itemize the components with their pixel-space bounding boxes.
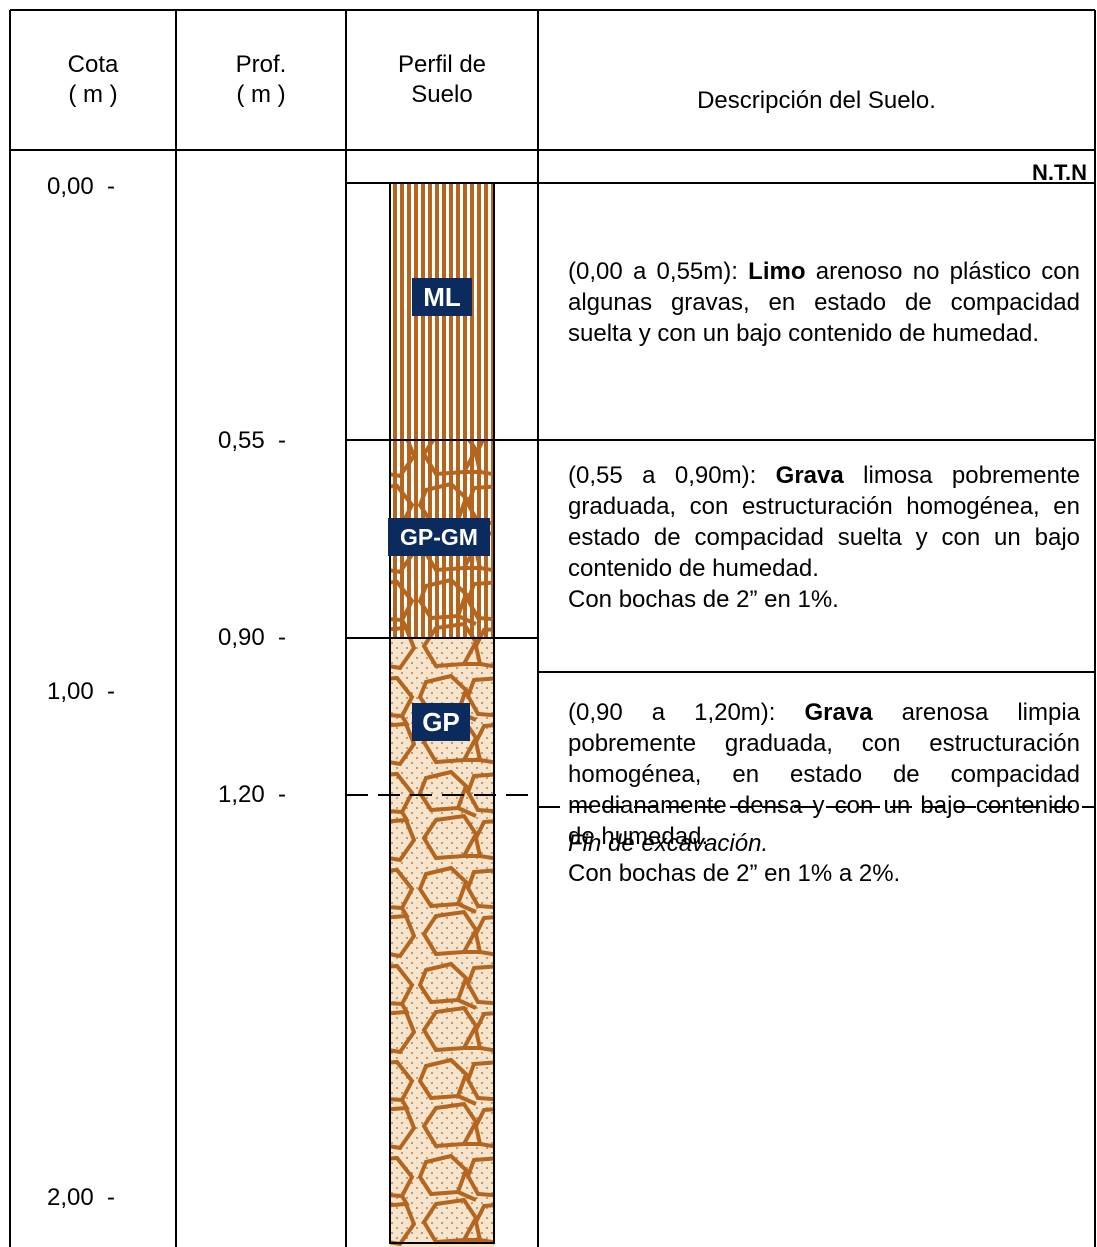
surface-label: N.T.N <box>1032 160 1087 185</box>
layer-symbol: ML <box>412 278 472 316</box>
header-text: ( m ) <box>68 81 118 108</box>
end-note: Fin de excavación. <box>568 830 769 857</box>
header-text: Prof. <box>235 51 287 78</box>
desc-soil: Limo <box>748 258 806 285</box>
layer-symbol: GP-GM <box>388 518 490 556</box>
desc-text: arenoso no plástico con algunas gravas, … <box>568 258 1080 347</box>
layer-description: (0,00 a 0,55m): Limo arenoso no plástico… <box>568 256 1080 349</box>
elevation-label: 1,00 - <box>47 678 116 705</box>
elevation-label: 0,00 - <box>47 173 116 200</box>
desc-note: Con bochas de 2” en 1%. <box>568 586 839 613</box>
layer-description: (0,55 a 0,90m): Grava limosa pobremente … <box>568 460 1080 615</box>
header-profile: Perfil de Suelo <box>346 50 538 110</box>
header-text: ( m ) <box>236 81 286 108</box>
header-description: Descripción del Suelo. <box>697 87 936 114</box>
depth-label: 1,20 - <box>218 781 287 808</box>
header-text: Suelo <box>411 81 473 108</box>
table-lines <box>9 9 1096 1247</box>
desc-range: (0,55 a 0,90m): <box>568 462 776 489</box>
desc-note: Con bochas de 2” en 1% a 2%. <box>568 860 901 887</box>
header-text: Perfil de <box>397 51 487 78</box>
desc-text: limosa pobremente graduada, con estructu… <box>568 462 1081 582</box>
desc-text: arenosa limpia pobremente graduada, con … <box>568 699 1081 850</box>
desc-range: (0,90 a 1,20m): <box>568 699 805 726</box>
elevation-label: 2,00 - <box>47 1184 116 1211</box>
layer-description: (0,90 a 1,20m): Grava arenosa limpia pob… <box>568 697 1080 889</box>
desc-range: (0,00 a 0,55m): <box>568 258 749 285</box>
desc-soil: Grava <box>775 462 844 489</box>
desc-soil: Grava <box>804 699 873 726</box>
layer-symbol: GP <box>412 703 470 741</box>
header-prof: Prof. ( m ) <box>176 50 346 110</box>
header-cota: Cota ( m ) <box>10 50 176 110</box>
depth-label: 0,55 - <box>218 427 287 454</box>
depth-label: 0,90 - <box>218 624 287 651</box>
header-text: Cota <box>67 51 119 78</box>
